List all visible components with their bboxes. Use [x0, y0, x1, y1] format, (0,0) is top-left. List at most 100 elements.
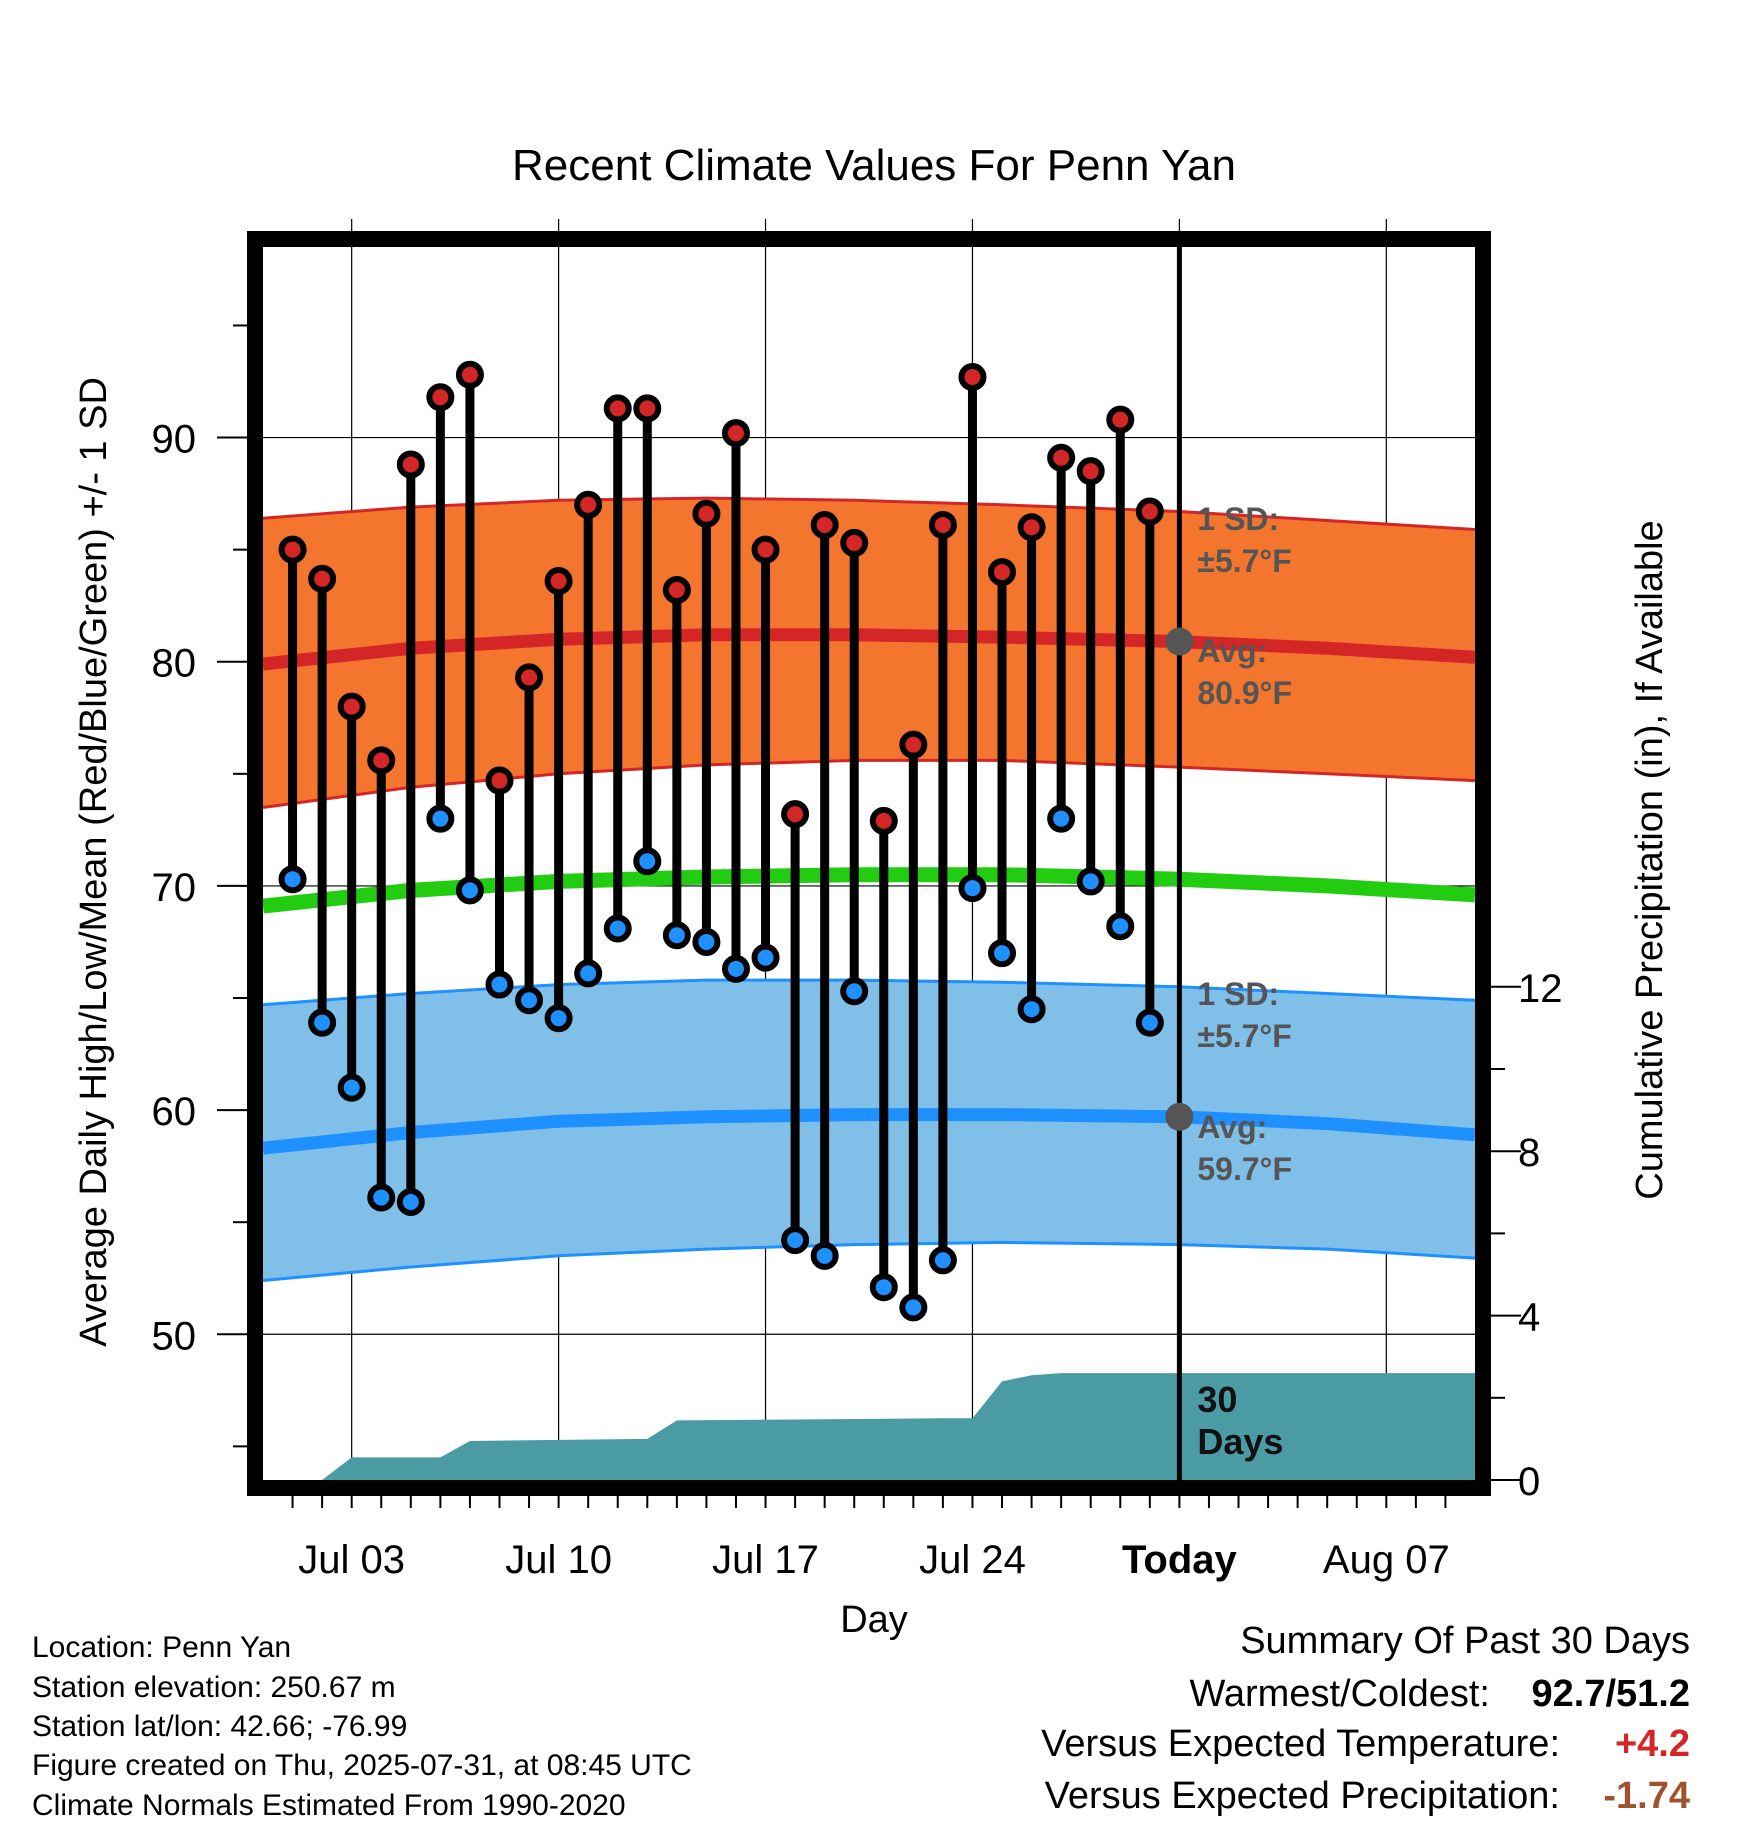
low-sd-band	[263, 980, 1475, 1281]
daily-low-point	[662, 921, 691, 950]
daily-high-point	[603, 394, 632, 423]
daily-high-point	[1076, 457, 1105, 486]
daily-high-point	[1135, 497, 1164, 526]
daily-low-point	[721, 954, 750, 983]
x-axis-label: Day	[840, 1599, 908, 1641]
y2-tick-label: 4	[1518, 1296, 1540, 1340]
low-sd-lower-line	[262, 1240, 1476, 1282]
daily-low-point	[278, 865, 307, 894]
daily-low-point	[958, 874, 987, 903]
low-avg-label: Avg:	[1197, 1109, 1267, 1145]
high-sd-label: 1 SD:	[1197, 501, 1279, 537]
plot-border	[247, 231, 1491, 1496]
y-tick-label: 80	[152, 642, 197, 686]
daily-high-point	[574, 490, 603, 519]
chart-title: Recent Climate Values For Penn Yan	[512, 141, 1236, 190]
high-sd-upper-line	[262, 496, 1476, 531]
x-tick-label: Jul 24	[919, 1538, 1026, 1582]
normals-text: Climate Normals Estimated From 1990-2020	[32, 1789, 626, 1822]
daily-low-point	[810, 1241, 839, 1270]
plot-frame	[247, 231, 1491, 1496]
daily-high-point	[337, 692, 366, 721]
x-tick-label: Jul 03	[298, 1538, 405, 1582]
temp-value: +4.2	[1614, 1723, 1690, 1765]
daily-low-point	[574, 959, 603, 988]
daily-high-point	[692, 499, 721, 528]
daily-high-point	[958, 363, 987, 392]
daily-low-point	[1106, 912, 1135, 941]
daily-high-point	[751, 535, 780, 564]
daily-high-point	[988, 558, 1017, 587]
daily-low-point	[544, 1004, 573, 1033]
daily-low-point	[603, 914, 632, 943]
temp-label: Versus Expected Temperature:	[1041, 1723, 1560, 1765]
summary-title: Summary Of Past 30 Days	[1240, 1620, 1690, 1662]
daily-high-point	[899, 730, 928, 759]
summary-precip: Versus Expected Precipitation: -1.74	[1045, 1775, 1690, 1818]
daily-high-point	[662, 575, 691, 604]
y-axis-label: Average Daily High/Low/Mean (Red/Blue/Gr…	[73, 377, 115, 1347]
daily-bars	[278, 247, 1194, 1480]
precip-cumulative-area	[322, 1373, 1476, 1480]
daily-high-point	[367, 746, 396, 775]
daily-high-point	[1047, 443, 1076, 472]
daily-high-point	[633, 394, 662, 423]
created-text: Figure created on Thu, 2025-07-31, at 08…	[32, 1749, 692, 1782]
y2-tick-label: 0	[1518, 1460, 1540, 1504]
daily-low-point	[367, 1183, 396, 1212]
low-sd-label: ±5.7°F	[1197, 1018, 1291, 1054]
precip-value: -1.74	[1603, 1775, 1690, 1817]
daily-low-point	[840, 977, 869, 1006]
daily-high-point	[1106, 405, 1135, 434]
elevation-text: Station elevation: 250.67 m	[32, 1671, 396, 1704]
daily-low-point	[485, 970, 514, 999]
daily-high-point	[426, 383, 455, 412]
x-tick-label: Jul 17	[712, 1538, 819, 1582]
x-tick-label: Today	[1122, 1538, 1238, 1582]
daily-low-point	[928, 1246, 957, 1275]
daily-high-point	[396, 450, 425, 479]
y-tick-label: 70	[152, 866, 197, 910]
y-tick-label: 50	[152, 1314, 197, 1358]
daily-high-point	[308, 564, 337, 593]
daily-low-point	[308, 1008, 337, 1037]
daily-low-point	[1017, 995, 1046, 1024]
warm-cold-label: Warmest/Coldest:	[1189, 1673, 1490, 1715]
daily-low-point	[515, 986, 544, 1015]
daily-high-point	[869, 806, 898, 835]
high-avg-label: 80.9°F	[1197, 675, 1292, 711]
daily-low-point	[692, 927, 721, 956]
y-tick-label: 60	[152, 1090, 197, 1134]
precip-days-label: Days	[1197, 1421, 1283, 1462]
today-low-avg-marker	[1165, 1102, 1194, 1131]
summary-warm-cold: Warmest/Coldest: 92.7/51.2	[1189, 1673, 1690, 1716]
daily-low-point	[1047, 804, 1076, 833]
daily-low-point	[751, 943, 780, 972]
x-tick-label: Jul 10	[505, 1538, 612, 1582]
latlon-text: Station lat/lon: 42.66; -76.99	[32, 1710, 408, 1743]
low-avg-line	[262, 1108, 1476, 1155]
precip-area	[322, 1373, 1476, 1480]
daily-low-point	[426, 804, 455, 833]
daily-high-point	[1017, 513, 1046, 542]
today-high-avg-marker	[1165, 627, 1194, 656]
warm-cold-value: 92.7/51.2	[1531, 1673, 1690, 1715]
summary-temp: Versus Expected Temperature: +4.2	[1041, 1723, 1690, 1766]
low-avg-label: 59.7°F	[1197, 1151, 1292, 1187]
daily-high-point	[544, 567, 573, 596]
daily-high-point	[721, 419, 750, 448]
daily-low-point	[899, 1293, 928, 1322]
y-tick-label: 90	[152, 418, 197, 462]
axis-ticks: 50 60 70 80 90 0 4 8 12 Jul 03 Jul 10 Jul 17 Jul 24 T…	[152, 324, 1563, 1582]
high-avg-label: Avg:	[1197, 633, 1267, 669]
low-sd-label: 1 SD:	[1197, 976, 1279, 1012]
y2-tick-label: 8	[1518, 1131, 1540, 1175]
daily-low-point	[1135, 1008, 1164, 1037]
mean-avg-line	[262, 867, 1476, 914]
precip-label: Versus Expected Precipitation:	[1044, 1775, 1560, 1817]
daily-high-point	[840, 528, 869, 557]
daily-low-point	[633, 847, 662, 876]
high-sd-label: ±5.7°F	[1197, 543, 1291, 579]
daily-low-point	[869, 1273, 898, 1302]
